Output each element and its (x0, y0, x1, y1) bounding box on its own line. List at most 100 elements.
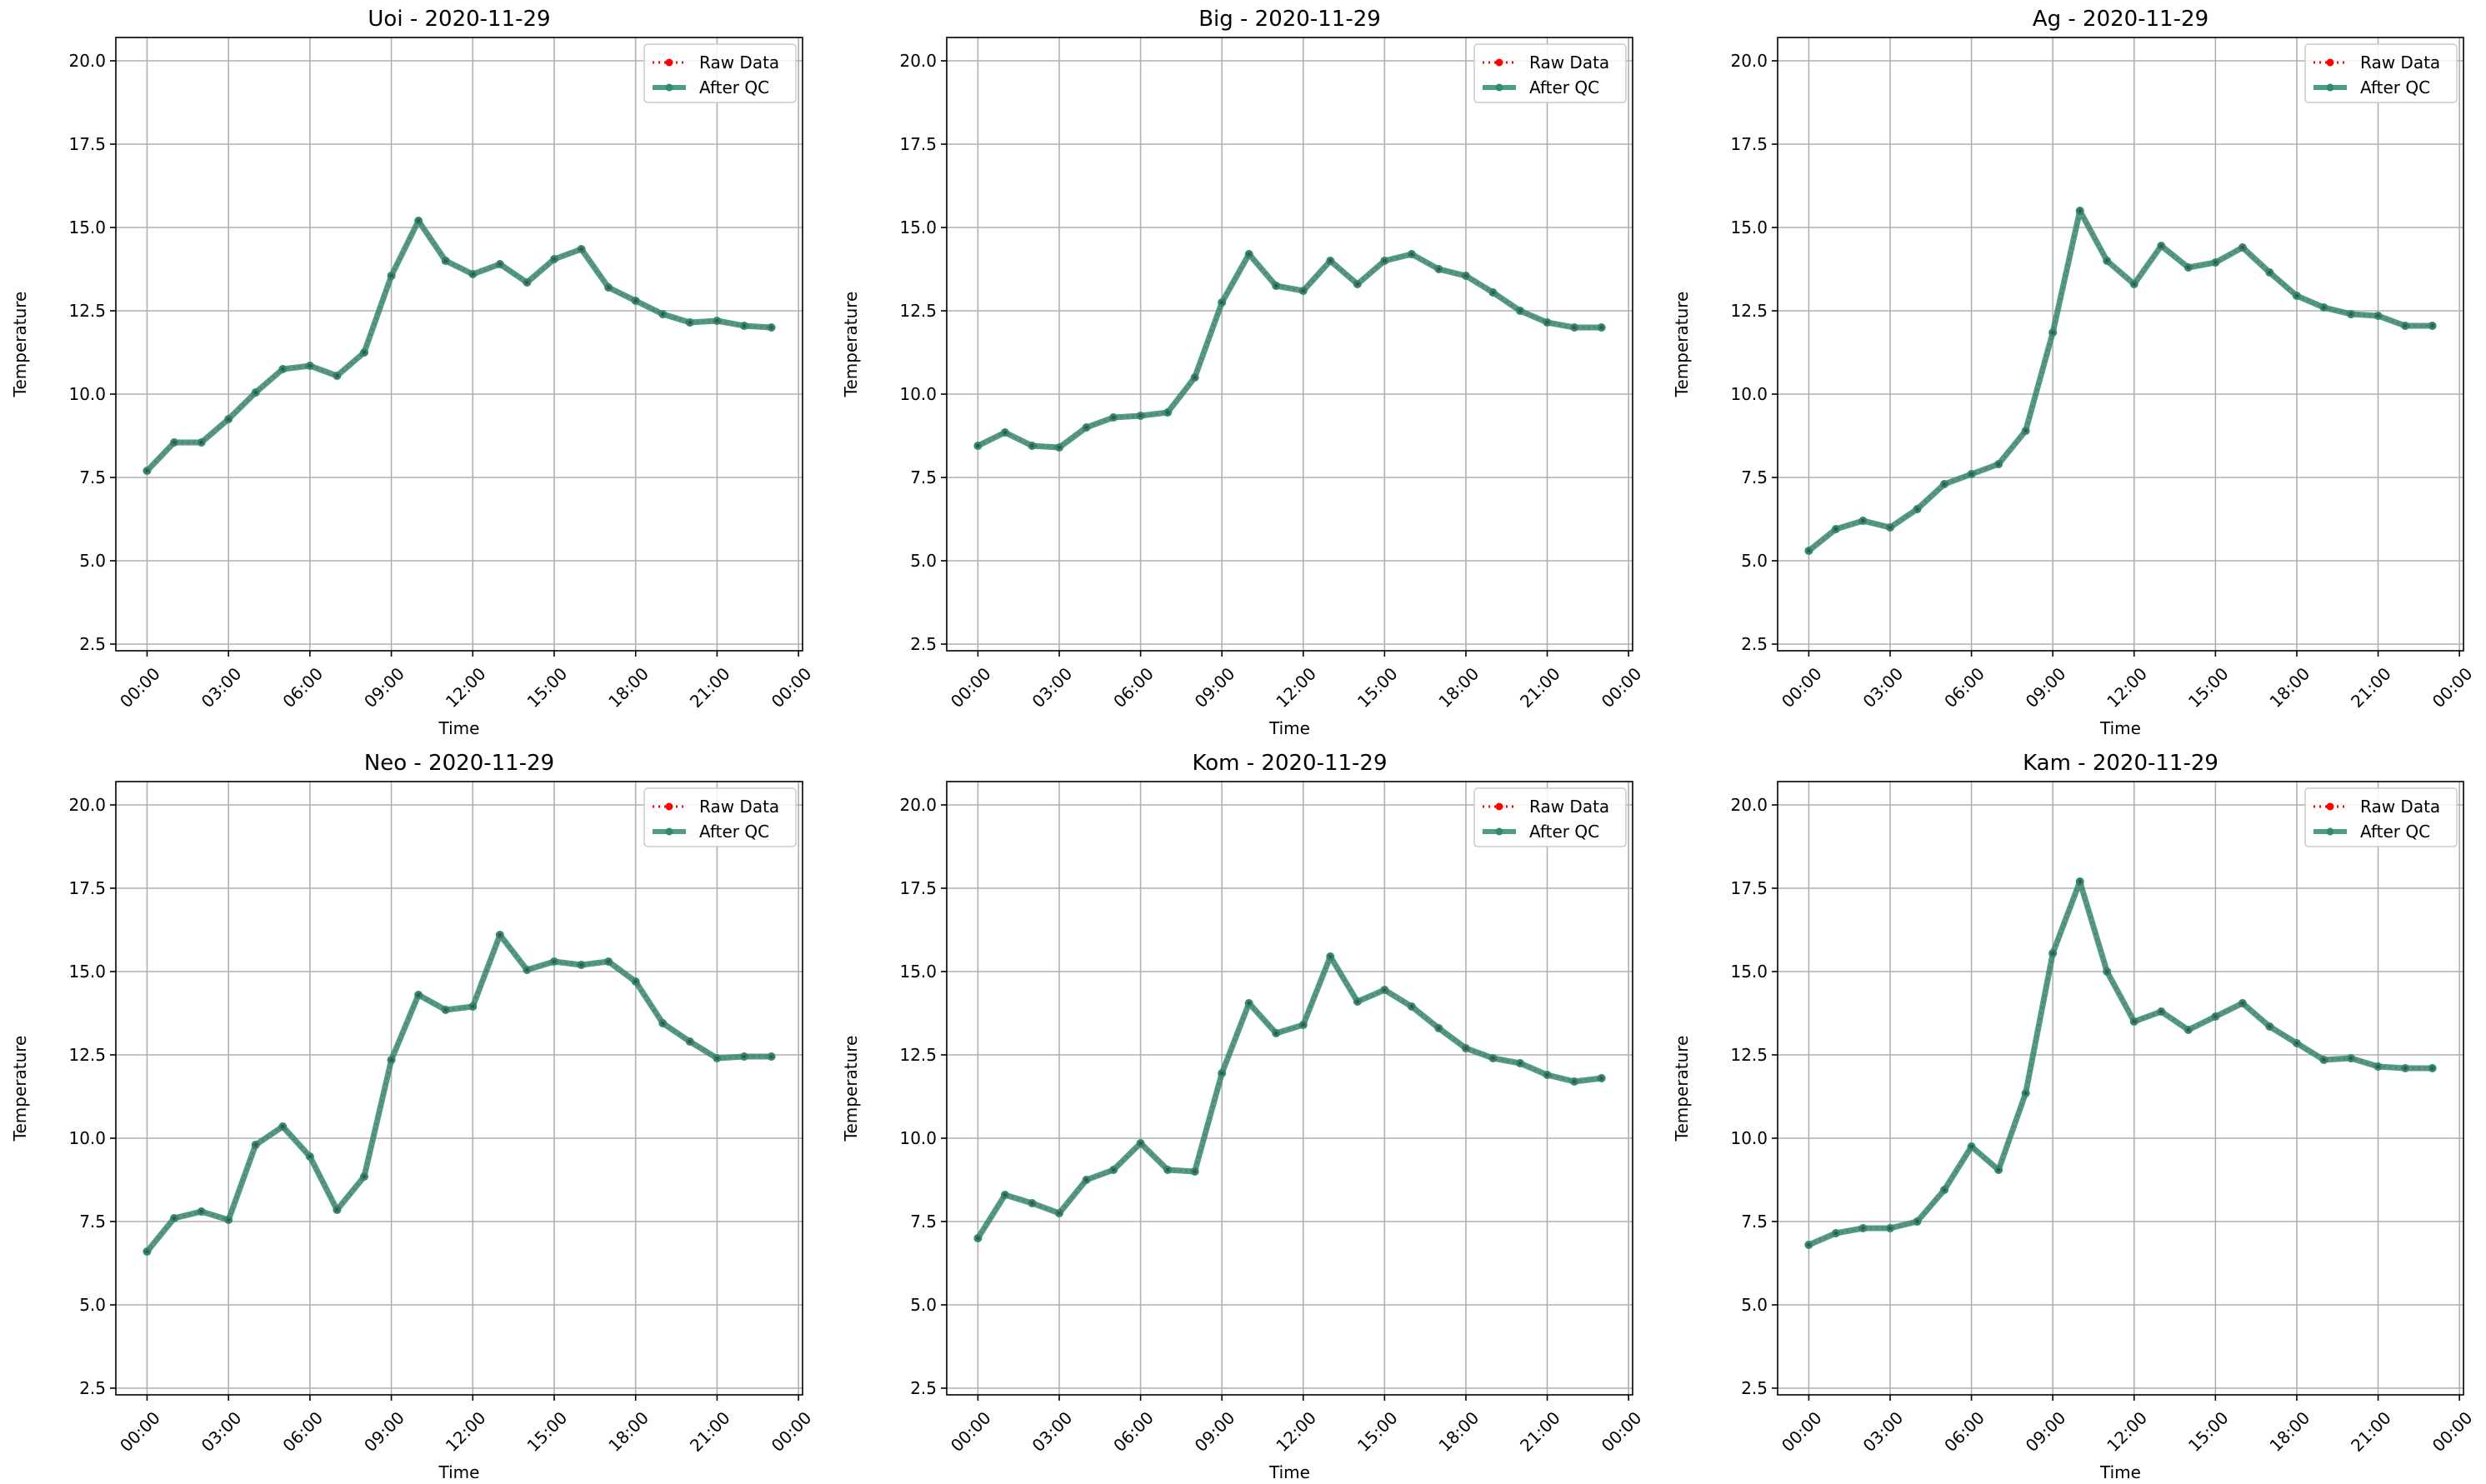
chart-title: Uoi - 2020-11-29 (368, 7, 550, 32)
y-tick-label: 12.5 (899, 1045, 937, 1065)
data-point-raw-data (1463, 1046, 1468, 1051)
x-tick-label: 18:00 (604, 1407, 653, 1456)
data-point-raw-data (769, 325, 773, 330)
y-tick-label: 5.0 (79, 1295, 106, 1315)
y-tick-label: 2.5 (1741, 1378, 1768, 1398)
x-axis-label: Time (438, 718, 480, 738)
y-axis-label: Temperature (841, 292, 861, 398)
data-point-raw-data (2105, 258, 2109, 263)
y-tick-label: 5.0 (79, 551, 106, 571)
y-tick-label: 17.5 (1730, 134, 1768, 154)
y-tick-label: 10.0 (1730, 1128, 1768, 1148)
data-point-raw-data (1328, 954, 1333, 959)
data-point-raw-data (552, 959, 557, 964)
series-line-after-qc (144, 932, 772, 1254)
data-point-raw-data (1572, 325, 1577, 330)
data-point-raw-data (1138, 413, 1143, 418)
plot-frame (1777, 781, 2464, 1396)
data-point-raw-data (416, 992, 421, 997)
data-point-raw-data (2105, 969, 2109, 974)
data-point-raw-data (1057, 445, 1062, 450)
legend-label-after-qc: After QC (2360, 822, 2430, 842)
series-line-raw-data (1808, 207, 2433, 552)
chart-panel: 2.5 5.0 7.5 10.0 12.5 15.0 17.5 20.0 00:00 03:00 0… (1672, 7, 2476, 738)
x-tick-label: 09:00 (1191, 663, 1239, 712)
data-point-raw-data (2240, 245, 2245, 250)
plot-frame (115, 781, 803, 1396)
y-tick-label: 12.5 (68, 301, 106, 321)
y-tick-label: 20.0 (1730, 51, 1768, 71)
data-point-raw-data (1301, 288, 1305, 293)
data-point-raw-data (1165, 410, 1170, 415)
legend-marker-after-qc (1495, 827, 1503, 836)
x-tick-label: 12:00 (442, 1407, 490, 1456)
data-point-raw-data (2403, 1066, 2408, 1071)
y-tick-label: 10.0 (899, 1128, 937, 1148)
data-point-raw-data (172, 1216, 177, 1221)
data-point-raw-data (1969, 472, 1973, 477)
x-tick-label: 03:00 (1028, 1407, 1077, 1456)
legend: Raw Data After QC (643, 43, 797, 103)
legend: Raw Data After QC (2304, 43, 2458, 103)
data-point-raw-data (2322, 1057, 2326, 1062)
data-point-raw-data (2132, 282, 2136, 287)
data-point-raw-data (2403, 323, 2408, 328)
x-tick-label: 00:00 (1778, 663, 1826, 712)
data-point-raw-data (2348, 1056, 2353, 1061)
y-tick-label: 2.5 (1741, 634, 1768, 654)
data-point-raw-data (715, 318, 719, 323)
data-point-raw-data (362, 1174, 367, 1179)
x-tick-label: 15:00 (1353, 663, 1402, 712)
data-point-raw-data (1111, 415, 1116, 420)
legend: Raw Data After QC (1473, 43, 1627, 103)
legend-label-after-qc: After QC (1529, 77, 1599, 97)
legend-label-raw-data: Raw Data (699, 797, 779, 817)
data-point-raw-data (1003, 430, 1008, 435)
x-tick-label: 03:00 (198, 1407, 246, 1456)
data-point-raw-data (633, 979, 638, 984)
x-tick-label: 00:00 (1598, 1407, 1646, 1456)
data-point-raw-data (2078, 879, 2082, 884)
data-point-raw-data (1003, 1192, 1008, 1197)
series-line-raw-data (977, 252, 1602, 449)
data-point-raw-data (1888, 525, 1893, 530)
x-tick-label: 12:00 (1272, 1407, 1320, 1456)
y-tick-label: 12.5 (1730, 301, 1768, 321)
data-point-raw-data (2348, 312, 2353, 317)
legend-marker-raw-data (1495, 802, 1503, 811)
data-point-raw-data (2078, 208, 2082, 213)
data-point-raw-data (661, 312, 665, 317)
data-point-raw-data (606, 285, 611, 290)
data-point-raw-data (1383, 987, 1387, 992)
data-point-raw-data (1030, 1201, 1034, 1206)
x-tick-label: 06:00 (278, 1407, 327, 1456)
x-tick-label: 18:00 (2265, 663, 2313, 712)
data-point-raw-data (1383, 258, 1387, 263)
series-line-raw-data (1808, 878, 2433, 1247)
y-tick-label: 20.0 (68, 795, 106, 815)
data-point-raw-data (253, 1142, 258, 1147)
data-point-raw-data (525, 280, 529, 285)
data-point-raw-data (2159, 243, 2163, 248)
y-tick-label: 12.5 (68, 1045, 106, 1065)
data-point-raw-data (2376, 313, 2380, 318)
legend-marker-raw-data (665, 802, 673, 811)
y-tick-label: 20.0 (899, 51, 937, 71)
x-tick-label: 03:00 (1028, 663, 1077, 712)
data-point-raw-data (1219, 300, 1224, 305)
data-point-raw-data (1861, 1226, 1865, 1231)
chart-panel: 2.5 5.0 7.5 10.0 12.5 15.0 17.5 20.0 00:00 03:00 0… (841, 7, 1645, 738)
y-tick-label: 10.0 (1730, 384, 1768, 404)
x-tick-label: 15:00 (523, 663, 572, 712)
chart-panel: 2.5 5.0 7.5 10.0 12.5 15.0 17.5 20.0 00:00 03:00 0… (10, 751, 815, 1482)
data-point-raw-data (145, 468, 149, 473)
y-tick-label: 10.0 (68, 1128, 106, 1148)
x-tick-label: 15:00 (1353, 1407, 1402, 1456)
data-point-raw-data (1833, 1231, 1838, 1236)
legend-label-raw-data: Raw Data (1529, 52, 1609, 72)
series-line-after-qc (1808, 878, 2433, 1248)
legend: Raw Data After QC (643, 787, 797, 847)
y-tick-label: 15.0 (68, 217, 106, 237)
data-point-raw-data (443, 258, 448, 263)
data-point-raw-data (2240, 1001, 2245, 1006)
